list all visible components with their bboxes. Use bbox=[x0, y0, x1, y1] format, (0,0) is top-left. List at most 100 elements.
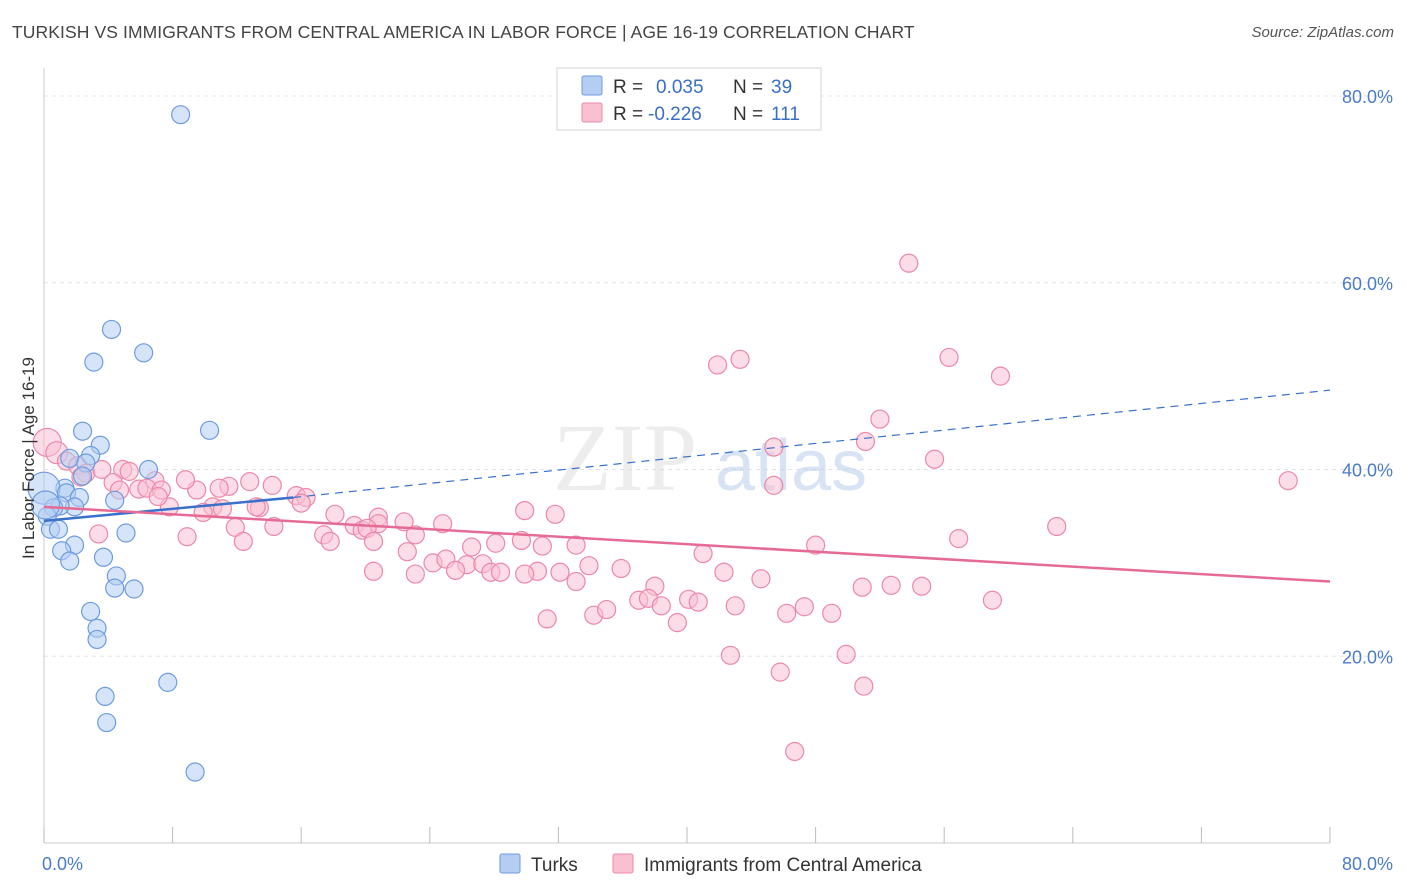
central-america-point bbox=[764, 475, 784, 495]
central-america-point bbox=[566, 535, 586, 555]
chart-title: TURKISH VS IMMIGRANTS FROM CENTRAL AMERI… bbox=[12, 22, 915, 42]
turks-point bbox=[105, 490, 125, 510]
central-america-point bbox=[854, 676, 874, 696]
central-america-point bbox=[486, 533, 506, 553]
central-america-point bbox=[855, 431, 876, 452]
central-america-point bbox=[611, 558, 631, 579]
central-america-point bbox=[291, 493, 311, 513]
turks-trend-solid bbox=[43, 496, 294, 523]
watermark-zip: ZIP bbox=[553, 404, 697, 511]
legend-central-label: Immigrants from Central America bbox=[644, 855, 922, 876]
turks-point bbox=[199, 420, 220, 440]
central-r-value: -0.226 bbox=[648, 104, 702, 125]
central-america-point bbox=[532, 536, 552, 556]
central-america-point bbox=[1278, 471, 1298, 491]
central-america-point bbox=[579, 556, 599, 576]
central-america-trend bbox=[43, 505, 1331, 583]
turks-point bbox=[185, 762, 205, 782]
central-america-point bbox=[92, 459, 112, 480]
central-america-point bbox=[805, 535, 826, 555]
central-america-point bbox=[949, 529, 969, 549]
turks-point bbox=[101, 319, 122, 340]
turks-point bbox=[72, 421, 93, 441]
central-america-point bbox=[461, 537, 482, 557]
central-r-label: R = bbox=[613, 104, 643, 125]
central-america-point bbox=[119, 461, 139, 481]
central-america-point bbox=[899, 253, 919, 273]
central-america-point bbox=[667, 613, 687, 633]
central-america-point bbox=[822, 603, 842, 623]
series-legend: Turks Immigrants from Central America bbox=[499, 853, 922, 876]
central-america-point bbox=[764, 437, 784, 457]
central-legend-swatch bbox=[581, 102, 603, 123]
central-america-point bbox=[870, 409, 890, 429]
turks-point bbox=[72, 466, 93, 486]
central-america-point bbox=[785, 741, 805, 762]
central-america-point bbox=[924, 449, 945, 469]
central-n-value: 111 bbox=[771, 104, 800, 125]
chart-source: Source: ZipAtlas.com bbox=[1251, 24, 1394, 41]
central-america-point bbox=[777, 603, 797, 623]
x-tick-label-min: 0.0% bbox=[42, 854, 83, 874]
turks-point bbox=[134, 343, 154, 363]
central-america-point bbox=[264, 516, 284, 537]
central-america-point bbox=[939, 347, 959, 368]
turks-point bbox=[81, 601, 101, 622]
central-america-point bbox=[770, 662, 790, 682]
central-america-point bbox=[175, 470, 196, 490]
central-america-point bbox=[397, 542, 417, 562]
central-america-point bbox=[363, 531, 384, 552]
central-america-point bbox=[751, 569, 771, 589]
y-tick-label: 40.0% bbox=[1342, 461, 1393, 481]
central-america-point bbox=[363, 561, 384, 581]
zipatlas-watermark: ZIP atlas bbox=[553, 404, 867, 511]
central-america-point bbox=[881, 575, 901, 595]
central-america-point bbox=[982, 590, 1003, 610]
central-america-point bbox=[693, 543, 713, 564]
legend-turks-swatch bbox=[499, 853, 521, 874]
turks-point bbox=[84, 352, 104, 372]
trend-lines bbox=[43, 389, 1331, 583]
turks-n-value: 39 bbox=[771, 77, 792, 98]
central-america-point bbox=[852, 577, 872, 597]
turks-point bbox=[116, 523, 136, 543]
turks-point bbox=[105, 578, 125, 598]
central-america-point bbox=[720, 645, 741, 665]
central-america-point bbox=[707, 355, 728, 375]
central-america-point bbox=[794, 597, 814, 617]
turks-r-label: R = bbox=[613, 77, 643, 98]
central-america-point bbox=[688, 592, 708, 612]
turks-point bbox=[60, 551, 80, 571]
central-america-point bbox=[566, 571, 586, 592]
central-america-point bbox=[405, 564, 425, 584]
legend-turks-label: Turks bbox=[531, 855, 578, 876]
y-axis-title: In Labor Force | Age 16-19 bbox=[19, 357, 38, 559]
central-america-point bbox=[177, 527, 197, 547]
legend-central-swatch bbox=[612, 853, 634, 874]
turks-r-value: 0.035 bbox=[656, 77, 704, 98]
central-america-point bbox=[320, 531, 340, 552]
x-tick-label-max: 80.0% bbox=[1342, 854, 1393, 874]
turks-point bbox=[138, 459, 159, 480]
central-america-point bbox=[1047, 516, 1067, 537]
turks-point bbox=[171, 105, 191, 125]
watermark-atlas: atlas bbox=[715, 426, 867, 506]
stats-legend: R = 0.035 N = 39 R = -0.226 N = 111 bbox=[556, 67, 822, 131]
central-america-point bbox=[537, 609, 557, 629]
central-n-label: N = bbox=[733, 104, 763, 125]
central-america-point bbox=[233, 531, 253, 552]
central-america-point bbox=[325, 504, 345, 524]
central-america-point bbox=[550, 562, 570, 582]
turks-point bbox=[93, 547, 114, 567]
turks-n-label: N = bbox=[733, 77, 763, 98]
central-america-point bbox=[445, 560, 466, 580]
y-tick-labels: 20.0% 40.0% 60.0% 80.0% bbox=[1342, 87, 1393, 667]
central-america-point bbox=[148, 486, 168, 507]
central-america-point bbox=[433, 514, 453, 534]
central-america-point bbox=[912, 576, 932, 596]
central-america-point bbox=[990, 366, 1011, 386]
turks-point bbox=[48, 519, 69, 539]
central-america-point bbox=[240, 472, 260, 492]
turks-legend-swatch bbox=[581, 75, 603, 96]
